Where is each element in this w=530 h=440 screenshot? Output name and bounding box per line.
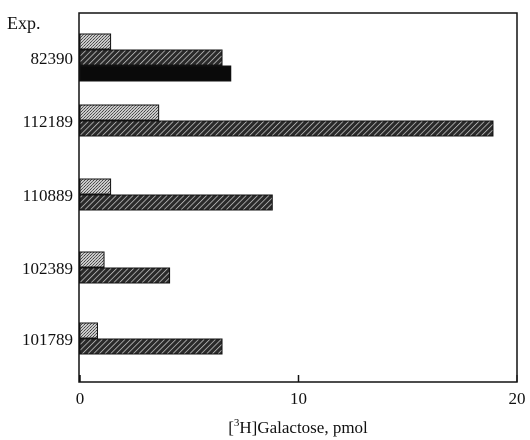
- x-tick-label-2: 20: [509, 389, 526, 408]
- x-tick-label-0: 0: [76, 389, 85, 408]
- bar-101789-1: [79, 322, 98, 339]
- bar-110889-1: [79, 178, 112, 195]
- category-label-102389: 102389: [22, 259, 73, 278]
- bar-82390-1: [79, 33, 112, 50]
- bar-102389-2: [79, 267, 171, 284]
- y-axis-title: Exp.: [7, 13, 41, 33]
- x-axis-tick-labels: 0 10 20: [76, 389, 526, 408]
- bar-112189-1: [79, 104, 160, 121]
- x-axis-ticks: [79, 375, 518, 382]
- bars: [79, 33, 494, 355]
- category-label-110889: 110889: [23, 186, 73, 205]
- bar-82390-3: [79, 65, 232, 82]
- bar-102389-1: [79, 251, 105, 268]
- bar-110889-2: [79, 194, 273, 211]
- bar-101789-2: [79, 338, 223, 355]
- x-axis-title-suffix: H]Galactose, pmol: [239, 418, 368, 437]
- x-axis-title-prefix: [: [228, 418, 234, 437]
- bar-112189-2: [79, 120, 494, 137]
- bar-82390-2: [79, 49, 223, 66]
- category-label-82390: 82390: [31, 49, 74, 68]
- x-axis-title: [3H]Galactose, pmol: [228, 417, 368, 437]
- category-label-112189: 112189: [23, 112, 73, 131]
- x-tick-label-1: 10: [290, 389, 307, 408]
- category-label-101789: 101789: [22, 330, 73, 349]
- category-labels: 82390 112189 110889 102389 101789: [22, 49, 73, 349]
- x-axis-title-sup: 3: [234, 417, 240, 429]
